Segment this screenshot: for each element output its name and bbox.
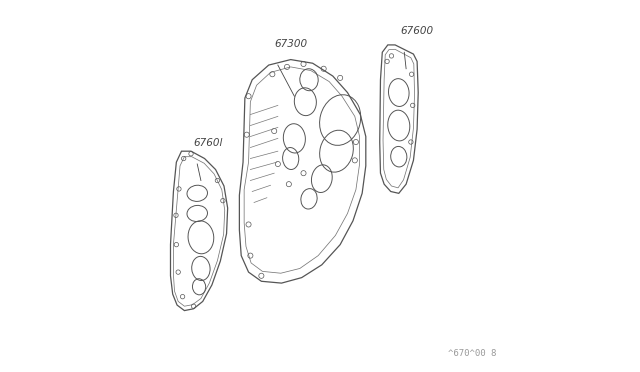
Text: 67600: 67600	[401, 26, 434, 36]
Text: ^670^00 8: ^670^00 8	[447, 349, 496, 358]
Text: 67300: 67300	[274, 39, 307, 49]
Text: 6760l: 6760l	[193, 138, 223, 148]
